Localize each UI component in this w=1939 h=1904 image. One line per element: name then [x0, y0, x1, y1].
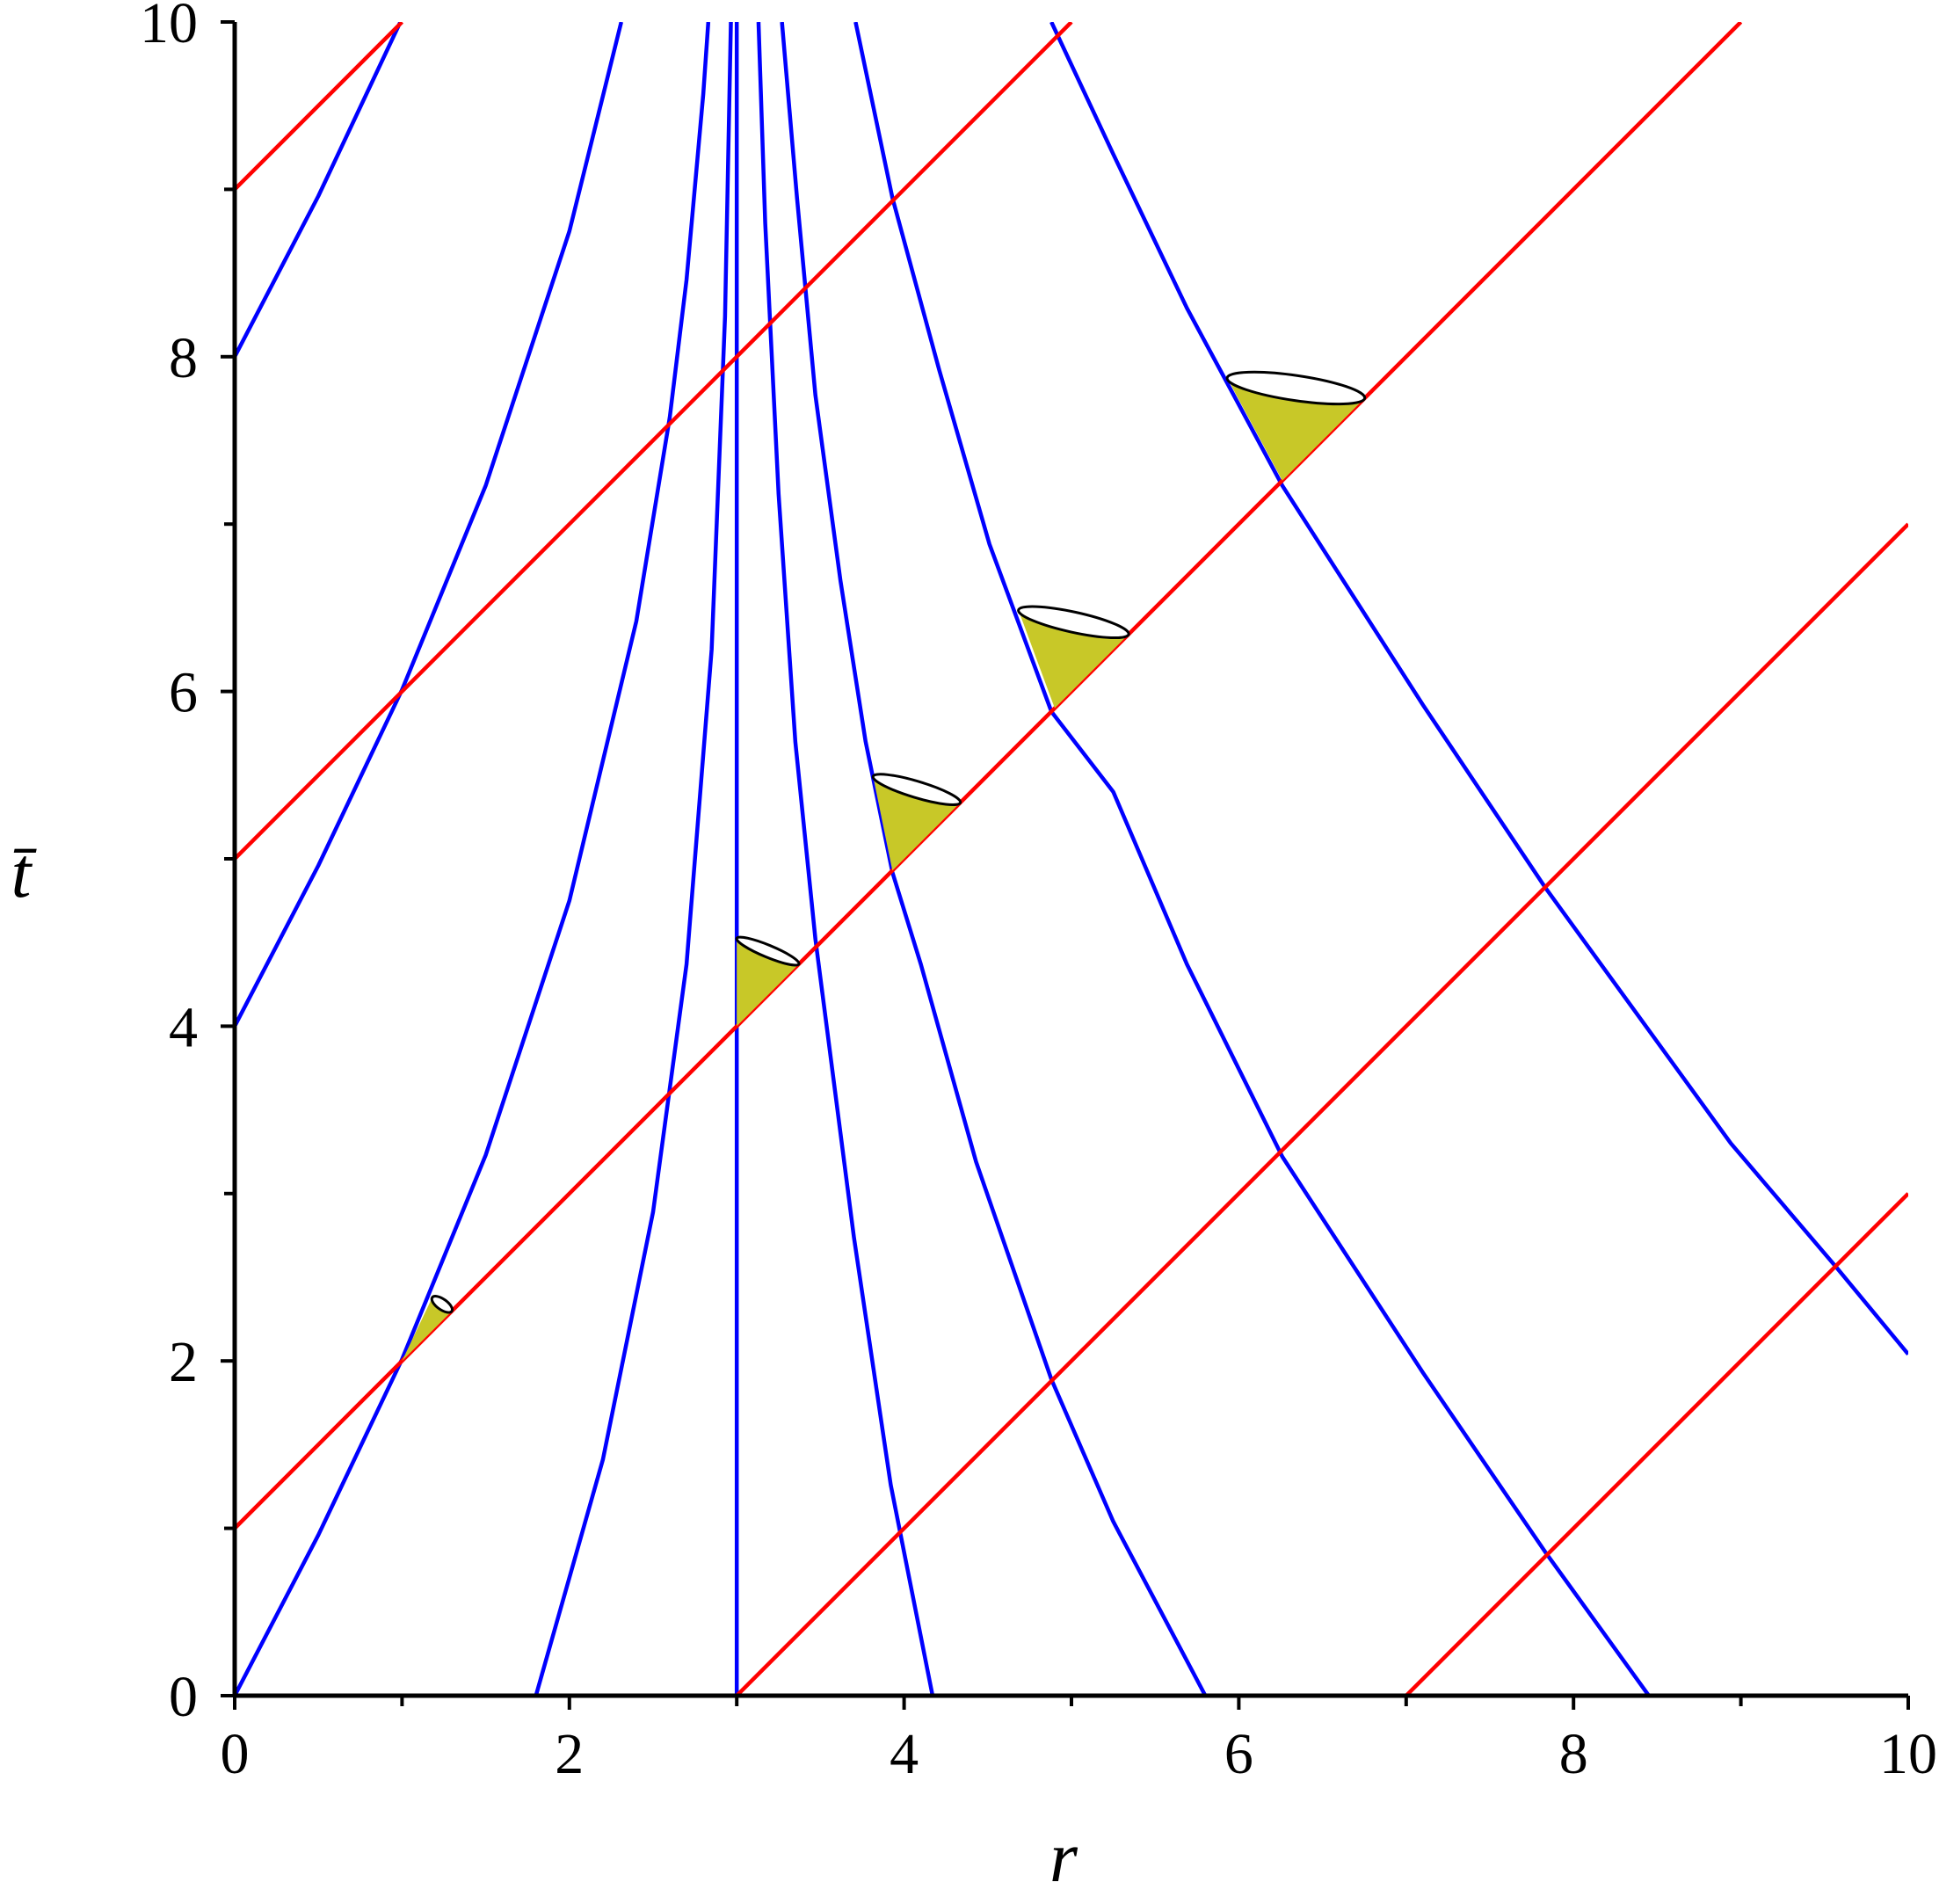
curve — [756, 22, 935, 1696]
y-tick-label: 6 — [169, 661, 198, 725]
y-tick-label: 8 — [169, 326, 198, 390]
curve — [235, 22, 1073, 861]
light-cone — [1225, 370, 1367, 481]
cone-rim — [430, 1295, 454, 1314]
y-tick-label: 0 — [169, 1665, 198, 1729]
cone-rim — [735, 935, 801, 967]
plot-area — [235, 22, 1908, 1696]
x-tick-label: 6 — [1224, 1722, 1253, 1786]
y-tick-label: 10 — [140, 0, 198, 55]
axes: 0 2 4 6 8 10 0 2 4 6 8 10 — [140, 0, 1937, 1786]
x-axis-label: r — [1049, 1817, 1078, 1897]
cone-rim — [1017, 605, 1130, 640]
y-axis-label: t̄ — [11, 832, 37, 912]
curve — [235, 22, 711, 1696]
curve — [235, 22, 624, 1028]
curve — [235, 22, 403, 358]
curve — [534, 22, 733, 1696]
light-cone — [402, 1295, 454, 1362]
light-cone — [1017, 605, 1130, 709]
y-tick-label: 2 — [169, 1330, 198, 1394]
curve — [235, 22, 403, 191]
curve — [235, 22, 1743, 1530]
x-tick-label: 8 — [1559, 1722, 1588, 1786]
cone-rim — [871, 773, 962, 807]
cone-body — [402, 1297, 452, 1362]
x-tick-label: 10 — [1879, 1722, 1937, 1786]
light-cone — [735, 935, 801, 1027]
light-cone — [871, 773, 962, 871]
cone-rim — [1225, 370, 1367, 406]
curve — [1049, 22, 1908, 1356]
curve — [1405, 1192, 1908, 1696]
x-tick-label: 0 — [221, 1722, 250, 1786]
y-tick-label: 4 — [169, 995, 198, 1059]
x-tick-label: 2 — [555, 1722, 584, 1786]
curve — [853, 22, 1651, 1696]
x-tick-label: 4 — [890, 1722, 919, 1786]
curve — [735, 522, 1908, 1696]
